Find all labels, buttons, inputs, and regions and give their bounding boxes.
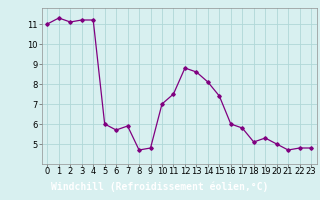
- Text: Windchill (Refroidissement éolien,°C): Windchill (Refroidissement éolien,°C): [51, 182, 269, 192]
